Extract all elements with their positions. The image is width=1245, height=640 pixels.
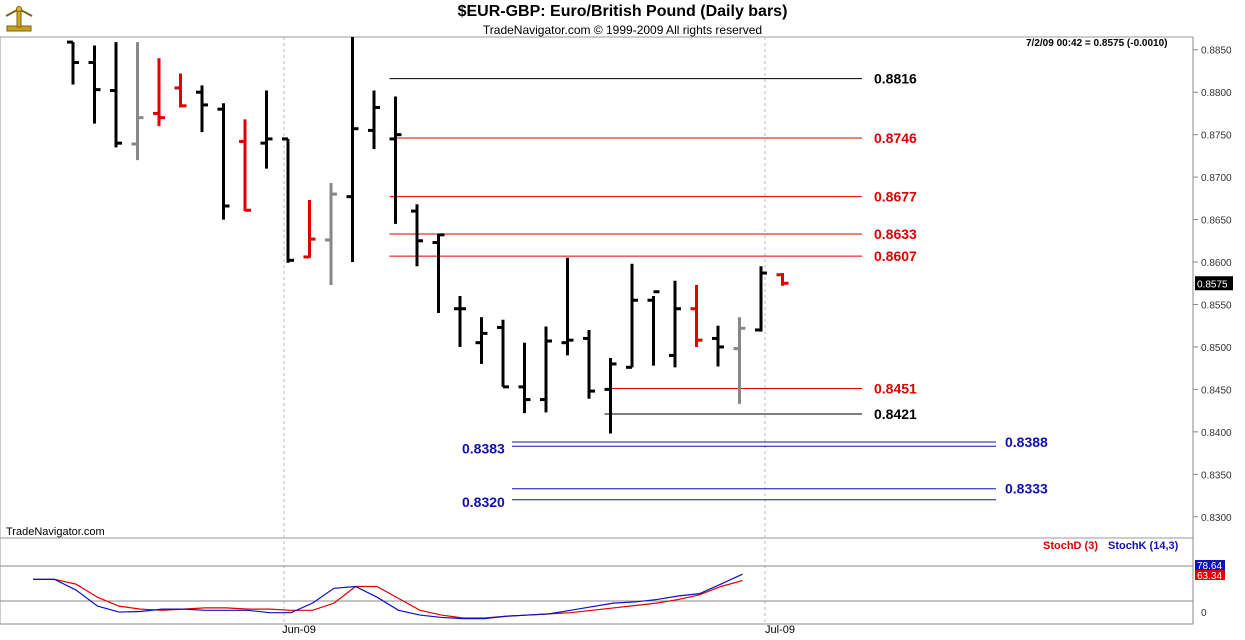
y-tick-label: 0.8500 [1201, 343, 1232, 354]
ohlc-bar [454, 295, 466, 347]
ohlc-bar [432, 233, 445, 313]
ohlc-bar [518, 342, 531, 414]
ohlc-bar [131, 42, 144, 161]
chart-title: $EUR-GBP: Euro/British Pound (Daily bars… [457, 3, 788, 20]
ohlc-bar [776, 273, 789, 286]
level-label: 0.8607 [874, 248, 917, 264]
y-tick-label: 0.8600 [1201, 258, 1232, 269]
ohlc-bar [346, 37, 359, 263]
ohlc-bar [583, 329, 595, 399]
stochd-last-box [1195, 570, 1225, 580]
level-label: 0.8677 [874, 189, 917, 205]
ohlc-bar [67, 40, 79, 85]
stochk-last-box [1195, 560, 1225, 570]
ohlc-bar [647, 290, 660, 366]
stochd-legend: StochD (3) [1043, 540, 1098, 552]
y-tick-label: 0.8400 [1201, 428, 1232, 439]
stochd-last-label: 63.34 [1197, 571, 1222, 582]
ohlc-bar [497, 319, 509, 389]
ohlc-bar [475, 317, 488, 364]
y-tick-label: 0.8350 [1201, 470, 1232, 481]
scale-logo-icon [4, 4, 34, 39]
level-label: 0.8421 [874, 406, 917, 422]
ohlc-bar [217, 103, 230, 220]
ohlc-bar [733, 317, 746, 404]
ohlc-bar [540, 326, 552, 413]
projection-lower-label: 0.8320 [462, 494, 505, 510]
ohlc-bar [368, 90, 380, 150]
projection-upper-label: 0.8333 [1005, 481, 1048, 497]
last-price-box [1195, 276, 1233, 291]
indicator-panel-frame [0, 537, 1194, 625]
ohlc-bar [174, 73, 187, 108]
ohlc-bar [239, 119, 251, 212]
x-tick-label: Jul-09 [765, 624, 795, 636]
ohlc-bar [303, 200, 316, 259]
ohlc-bar [626, 263, 638, 369]
projection-upper-label: 0.8388 [1005, 434, 1048, 450]
stochk-last-label: 78.64 [1197, 561, 1222, 572]
level-label: 0.8451 [874, 381, 917, 397]
y-tick-label: 0.8550 [1201, 300, 1232, 311]
stoch-tick-label: 0 [1201, 608, 1207, 619]
chart-subtitle: TradeNavigator.com © 1999-2009 All right… [482, 23, 763, 37]
level-label: 0.8816 [874, 71, 917, 87]
ohlc-bar [712, 325, 724, 367]
ohlc-bar [755, 266, 767, 332]
ohlc-bar [669, 280, 681, 368]
projection-lower-label: 0.8383 [462, 440, 505, 456]
stochk-legend: StochK (14,3) [1108, 540, 1179, 552]
y-tick-label: 0.8650 [1201, 216, 1232, 227]
ohlc-bar [88, 45, 101, 124]
ohlc-bar [389, 96, 402, 224]
level-label: 0.8746 [874, 130, 917, 146]
x-tick-label: Jun-09 [282, 624, 316, 636]
ohlc-bar [561, 257, 574, 356]
y-tick-label: 0.8450 [1201, 385, 1232, 396]
ohlc-bar [690, 284, 703, 347]
y-tick-label: 0.8850 [1201, 46, 1232, 57]
ohlc-bar [411, 204, 423, 267]
y-tick-label: 0.8700 [1201, 173, 1232, 184]
last-quote: 7/2/09 00:42 = 0.8575 (-0.0010) [1026, 38, 1168, 49]
ohlc-bar [604, 357, 617, 434]
ohlc-bar [282, 137, 294, 263]
last-price-label: 0.8575 [1197, 279, 1228, 290]
ohlc-bar [196, 85, 208, 133]
ohlc-bar [325, 183, 337, 285]
ohlc-bar [110, 42, 122, 148]
stochk-line [33, 573, 743, 620]
watermark: TradeNavigator.com [6, 526, 105, 538]
stochd-line [33, 578, 743, 619]
y-tick-label: 0.8300 [1201, 513, 1232, 524]
y-tick-label: 0.8750 [1201, 131, 1232, 142]
price-panel-frame [0, 36, 1194, 539]
ohlc-bar [153, 58, 165, 127]
ohlc-bar [260, 90, 273, 169]
y-tick-label: 0.8800 [1201, 88, 1232, 99]
level-label: 0.8633 [874, 226, 917, 242]
